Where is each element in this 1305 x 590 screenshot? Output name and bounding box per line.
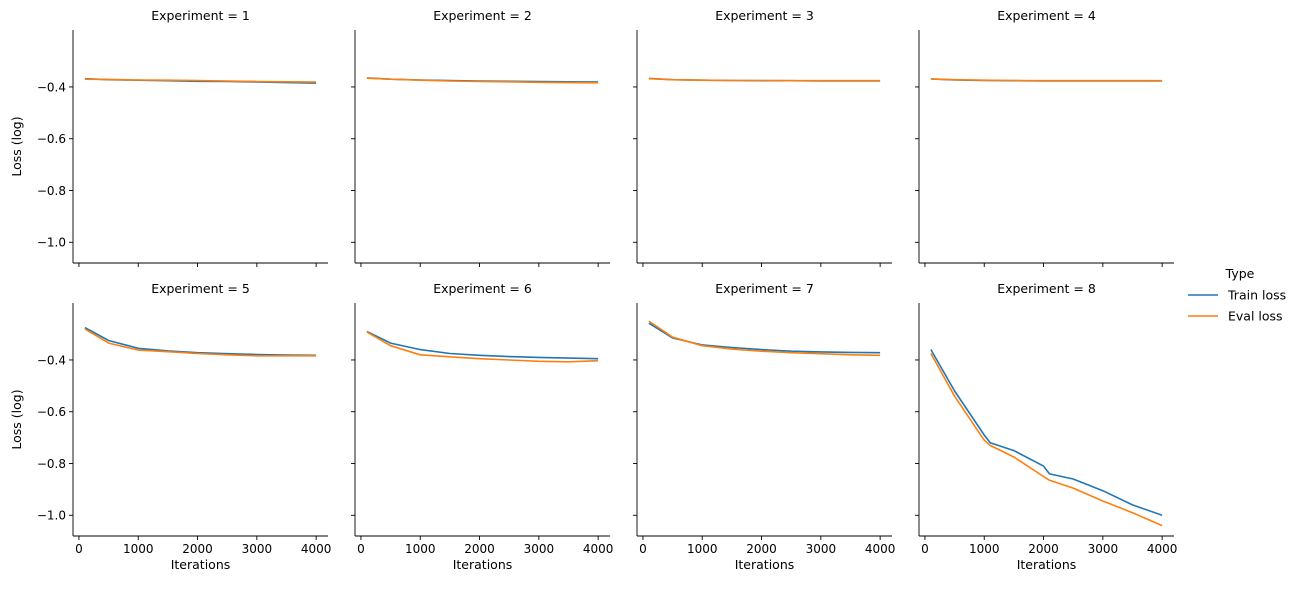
x-axis-label: Iterations — [171, 557, 231, 572]
series-line-eval — [648, 77, 881, 82]
x-tick-label: 0 — [75, 542, 83, 556]
panel-title: Experiment = 2 — [433, 8, 532, 23]
y-tick-label: −0.8 — [37, 457, 66, 471]
x-tick-label: 2000 — [182, 542, 213, 556]
series-line-eval — [930, 78, 1163, 82]
x-tick-label: 4000 — [865, 542, 896, 556]
x-tick-label: 3000 — [806, 542, 837, 556]
panel-4: Experiment = 4 — [915, 8, 1174, 267]
series-line-eval — [648, 320, 881, 357]
series-line-train — [84, 326, 317, 357]
series-line-eval — [366, 331, 599, 363]
panel-2: Experiment = 2 — [351, 8, 610, 267]
series-line-eval — [84, 78, 317, 83]
x-tick-label: 1000 — [687, 542, 718, 556]
y-tick-label: −1.0 — [37, 236, 66, 250]
x-tick-label: 0 — [921, 542, 929, 556]
x-tick-label: 3000 — [242, 542, 273, 556]
x-tick-label: 3000 — [524, 542, 555, 556]
series-line-eval — [84, 328, 317, 357]
y-tick-label: −0.8 — [37, 184, 66, 198]
panel-6: Experiment = 6 0 1000 2000 3000 4000 Iteration… — [351, 281, 613, 572]
x-tick-label: 3000 — [1088, 542, 1119, 556]
y-tick-label: −0.6 — [37, 405, 66, 419]
series-line-eval — [930, 353, 1163, 527]
y-tick-label: −0.4 — [37, 353, 66, 367]
x-axis-label: Iterations — [735, 557, 795, 572]
x-tick-label: 4000 — [1147, 542, 1178, 556]
legend-label-train: Train loss — [1227, 288, 1286, 303]
legend: Type Train loss Eval loss — [1188, 266, 1286, 324]
x-tick-label: 1000 — [405, 542, 436, 556]
y-tick-label: −1.0 — [37, 509, 66, 523]
y-axis-label: Loss (log) — [9, 116, 24, 176]
panel-5: Experiment = 5 −1.0 −0.8 −0.6 −0.4 0 1000 2000 3… — [9, 281, 331, 572]
panel-title: Experiment = 7 — [715, 281, 814, 296]
panel-title: Experiment = 6 — [433, 281, 532, 296]
x-tick-label: 4000 — [583, 542, 614, 556]
legend-label-eval: Eval loss — [1228, 309, 1283, 324]
x-tick-label: 1000 — [123, 542, 154, 556]
y-axis-label: Loss (log) — [9, 389, 24, 449]
series-line-eval — [366, 77, 599, 84]
x-tick-label: 1000 — [969, 542, 1000, 556]
legend-title: Type — [1225, 266, 1255, 281]
series-line-train — [930, 349, 1163, 517]
x-tick-label: 2000 — [1028, 542, 1059, 556]
x-axis-label: Iterations — [1017, 557, 1077, 572]
panel-title: Experiment = 3 — [715, 8, 814, 23]
x-tick-label: 0 — [357, 542, 365, 556]
panel-7: Experiment = 7 0 1000 2000 3000 4000 Iteration… — [633, 281, 895, 572]
x-tick-label: 2000 — [746, 542, 777, 556]
x-tick-label: 0 — [639, 542, 647, 556]
panel-8: Experiment = 8 0 1000 2000 3000 4000 Iteration… — [915, 281, 1177, 572]
panel-3: Experiment = 3 — [633, 8, 892, 267]
panel-title: Experiment = 4 — [997, 8, 1096, 23]
series-line-train — [366, 330, 599, 360]
panel-title: Experiment = 1 — [151, 8, 250, 23]
series-line-train — [648, 322, 881, 354]
x-tick-label: 2000 — [464, 542, 495, 556]
panel-title: Experiment = 8 — [997, 281, 1096, 296]
y-tick-label: −0.6 — [37, 132, 66, 146]
panel-title: Experiment = 5 — [151, 281, 250, 296]
x-axis-label: Iterations — [453, 557, 513, 572]
x-tick-label: 4000 — [301, 542, 332, 556]
y-tick-label: −0.4 — [37, 80, 66, 94]
panel-1: Experiment = 1 −1.0 −0.8 −0.6 −0.4 Loss (log) — [9, 8, 328, 267]
